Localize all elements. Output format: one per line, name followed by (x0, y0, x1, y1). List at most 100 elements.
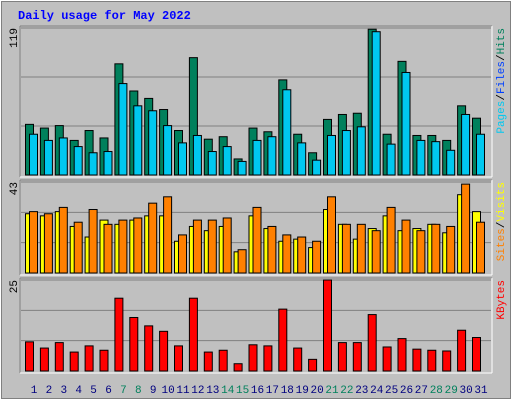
x-tick-label: 4 (75, 385, 82, 397)
x-tick-label: 19 (296, 385, 309, 397)
bar (163, 196, 173, 274)
x-tick-label: 21 (325, 385, 339, 397)
legend: Sites/Visits (496, 182, 508, 261)
bar (476, 133, 485, 176)
bar (371, 31, 381, 176)
legend-separator: / (496, 54, 508, 61)
bar (308, 358, 318, 372)
bar (297, 142, 307, 176)
bar (73, 146, 83, 176)
bar (401, 219, 411, 274)
x-tick-label: 13 (206, 385, 219, 397)
bar (29, 133, 38, 176)
bar (431, 141, 441, 176)
y-tick-label: 25 (9, 280, 21, 293)
legend-entry: Files (496, 61, 508, 94)
legend-entry: Hits (496, 28, 508, 54)
legend-entry: Sites (496, 228, 508, 261)
bar (103, 151, 113, 176)
x-tick-label: 7 (120, 385, 127, 397)
bar (54, 342, 64, 372)
bar (58, 137, 68, 176)
x-tick-label: 10 (161, 385, 174, 397)
bar (129, 316, 139, 372)
bar (416, 230, 426, 274)
x-tick-label: 3 (60, 385, 67, 397)
bar (192, 219, 202, 274)
bar (69, 351, 79, 372)
chart-title: Daily usage for May 2022 (18, 9, 191, 23)
bar (192, 134, 202, 176)
x-tick-label: 24 (370, 385, 384, 397)
x-tick-label: 14 (221, 385, 235, 397)
bar (222, 217, 232, 274)
bar (267, 225, 277, 274)
bar (207, 219, 217, 274)
bar (442, 350, 452, 372)
legend: KBytes (496, 280, 508, 320)
bar (341, 223, 351, 274)
bar (248, 344, 258, 372)
x-tick-label: 22 (340, 385, 353, 397)
bar (282, 89, 292, 176)
bar (114, 297, 124, 372)
x-tick-label: 1 (31, 385, 38, 397)
bar (352, 342, 362, 372)
bar (327, 196, 336, 274)
legend-entry: Visits (496, 182, 508, 222)
bar (159, 330, 169, 372)
bar (323, 279, 332, 372)
bar (29, 211, 38, 274)
bar (386, 143, 396, 176)
bar (263, 345, 273, 372)
bar (267, 136, 277, 176)
bar (118, 219, 128, 274)
bar (148, 202, 158, 274)
bar (188, 297, 198, 372)
bar (237, 160, 247, 176)
x-tick-label: 27 (415, 385, 428, 397)
bar (99, 349, 109, 372)
x-tick-label: 18 (281, 385, 294, 397)
x-tick-label: 16 (251, 385, 264, 397)
bar (446, 149, 456, 176)
bar (461, 113, 471, 176)
bar (88, 209, 98, 274)
bar (103, 223, 113, 274)
bar (367, 314, 377, 372)
bar (297, 236, 307, 274)
bar (312, 240, 322, 274)
bar (282, 234, 292, 274)
x-tick-label: 11 (176, 385, 190, 397)
bar (218, 349, 228, 372)
x-tick-label: 29 (445, 385, 458, 397)
bar (252, 139, 262, 176)
bar (457, 329, 467, 372)
x-tick-label: 12 (191, 385, 204, 397)
x-tick-label: 26 (400, 385, 413, 397)
x-tick-label: 28 (430, 385, 443, 397)
bar (43, 139, 53, 176)
legend-entry: KBytes (496, 280, 508, 320)
bar (43, 213, 53, 274)
bar (356, 126, 366, 176)
bar (178, 142, 187, 176)
bar (446, 225, 456, 274)
bar (88, 152, 98, 176)
bar (397, 338, 407, 372)
bar (278, 308, 288, 372)
bar (233, 363, 243, 372)
x-tick-label: 31 (474, 385, 488, 397)
bar (461, 183, 471, 274)
bar (133, 217, 143, 274)
y-tick-label: 119 (9, 28, 21, 48)
bar (416, 139, 426, 176)
bar (237, 249, 247, 274)
bar (84, 345, 94, 372)
bar (431, 223, 441, 274)
bar (356, 223, 366, 274)
x-tick-label: 8 (135, 385, 142, 397)
bar (327, 134, 336, 176)
